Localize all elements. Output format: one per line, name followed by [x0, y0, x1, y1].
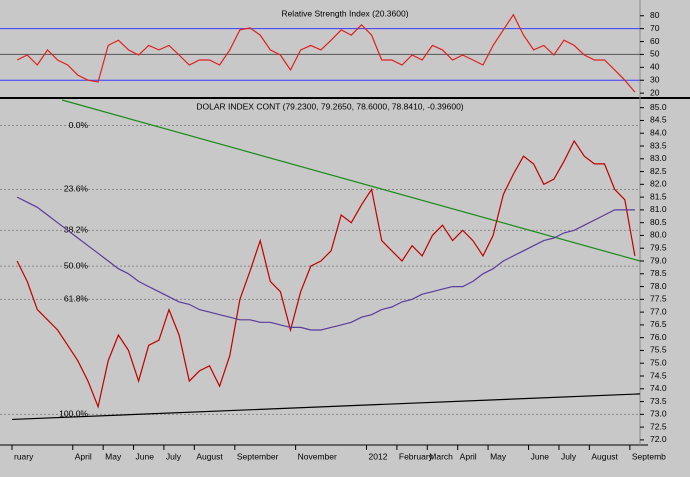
y-tick-label: 80 [650, 10, 660, 20]
y-tick-label: 81.5 [650, 191, 667, 201]
x-tick-label: September [237, 451, 279, 461]
x-tick-label: ruary [14, 451, 34, 461]
x-tick-label: Septemb [632, 451, 666, 461]
y-tick-label: 80.0 [650, 230, 667, 240]
x-tick-label: July [561, 451, 577, 461]
y-tick-label: 85.0 [650, 102, 667, 112]
y-tick-label: 73.5 [650, 396, 667, 406]
y-tick-label: 84.0 [650, 127, 667, 137]
y-tick-label: 83.0 [650, 153, 667, 163]
y-tick-label: 77.0 [650, 306, 667, 316]
trendline [61, 99, 641, 262]
y-tick-label: 30 [650, 74, 660, 84]
x-tick-label: August [591, 451, 618, 461]
y-tick-label: 82.5 [650, 166, 667, 176]
y-tick-label: 72.0 [650, 434, 667, 444]
y-tick-label: 74.0 [650, 383, 667, 393]
y-tick-label: 79.5 [650, 242, 667, 252]
y-tick-label: 83.5 [650, 140, 667, 150]
x-tick-label: 2012 [369, 451, 388, 461]
y-tick-label: 80.5 [650, 217, 667, 227]
fib-label: 50.0% [64, 260, 89, 270]
y-tick-label: 77.5 [650, 294, 667, 304]
y-tick-label: 78.5 [650, 268, 667, 278]
y-tick-label: 20 [650, 87, 660, 97]
series-line [16, 196, 635, 331]
x-tick-label: March [429, 451, 453, 461]
y-tick-label: 84.5 [650, 115, 667, 125]
chart-title: DOLAR INDEX CONT (79.2300, 79.2650, 78.6… [196, 101, 463, 111]
fib-label: 38.2% [64, 225, 89, 235]
y-tick-label: 73.0 [650, 409, 667, 419]
y-tick-label: 81.0 [650, 204, 667, 214]
y-tick-label: 79.0 [650, 255, 667, 265]
y-tick-label: 50 [650, 49, 660, 59]
x-tick-label: July [166, 451, 182, 461]
x-tick-label: November [298, 451, 337, 461]
y-tick-label: 76.0 [650, 332, 667, 342]
x-tick-label: April [460, 451, 477, 461]
y-tick-label: 72.5 [650, 421, 667, 431]
x-tick-label: May [490, 451, 507, 461]
y-tick-label: 75.5 [650, 345, 667, 355]
trendline [11, 393, 641, 421]
y-tick-label: 82.0 [650, 179, 667, 189]
y-tick-label: 70 [650, 23, 660, 33]
rsi-title: Relative Strength Index (20.3600) [281, 8, 408, 18]
y-tick-label: 60 [650, 36, 660, 46]
x-tick-label: June [531, 451, 550, 461]
x-tick-label: August [196, 451, 223, 461]
y-tick-label: 75.0 [650, 357, 667, 367]
x-tick-label: April [75, 451, 92, 461]
x-tick-label: June [136, 451, 155, 461]
series-line [16, 139, 636, 409]
fib-label: 61.8% [64, 294, 89, 304]
x-tick-label: May [105, 451, 122, 461]
y-tick-label: 76.5 [650, 319, 667, 329]
y-tick-label: 78.0 [650, 281, 667, 291]
series-line [16, 13, 636, 93]
fib-label: 100.0% [59, 409, 88, 419]
fib-label: 23.6% [64, 184, 89, 194]
y-tick-label: 40 [650, 62, 660, 72]
y-tick-label: 74.5 [650, 370, 667, 380]
fib-label: 0.0% [69, 120, 89, 130]
x-tick-label: February [399, 451, 434, 461]
